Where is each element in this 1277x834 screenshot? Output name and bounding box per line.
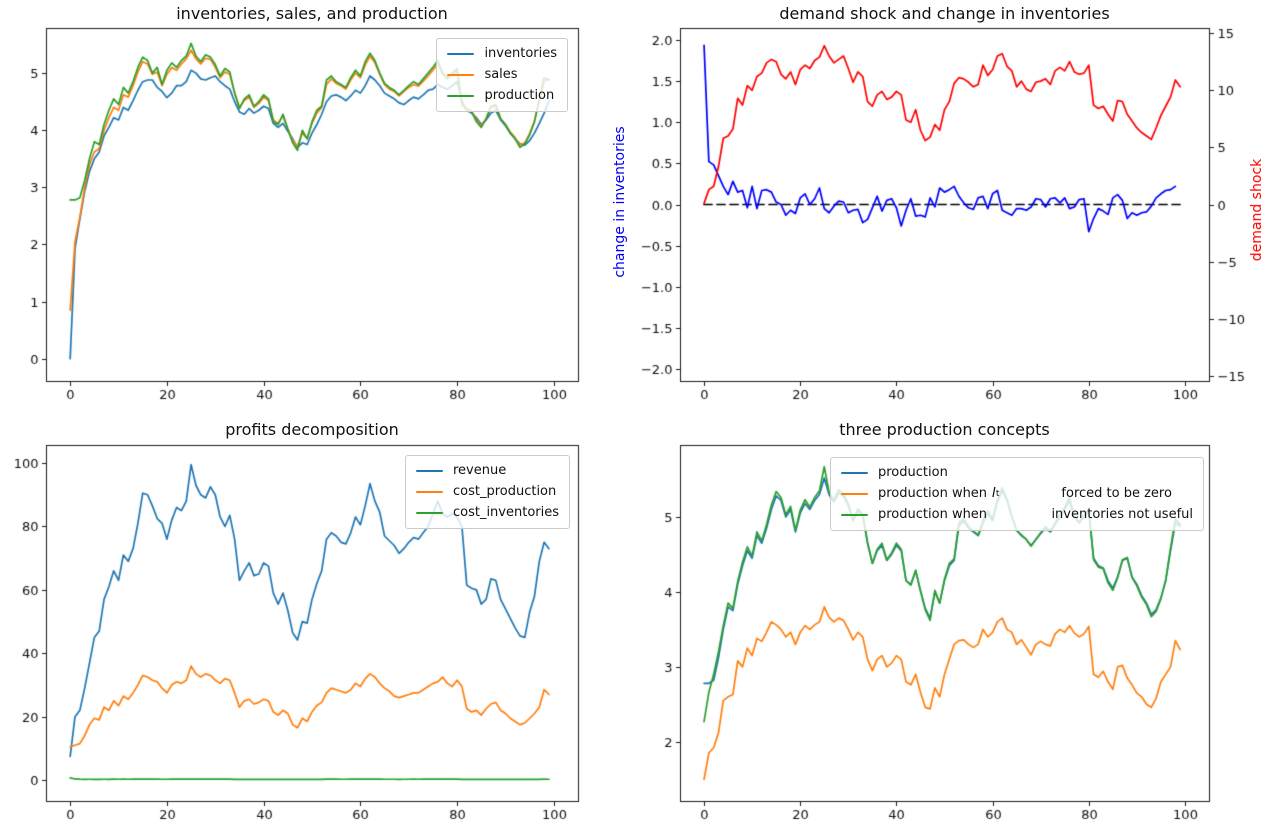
legend-item-cost-production: cost_production [415,484,559,500]
legend-label-part: production when [878,507,988,522]
legend-item-revenue: revenue [415,463,559,479]
legend-label-cost-production: cost_production [452,484,557,499]
legend-item-production: production [447,88,557,104]
plot3-title: profits decomposition [225,420,399,439]
legend-label-revenue: revenue [452,463,507,478]
legend-label-production: production [484,88,555,103]
legend-label-production: production [878,465,948,480]
legend-label-inventories: inventories [484,46,557,61]
plot4-title: three production concepts [839,420,1050,439]
legend-label-sales: sales [484,67,518,82]
plot3-legend: revenue cost_production cost_inventories [404,455,570,529]
production-line-swatch [841,471,868,475]
plot2-right-axis-label: demand shock [1249,158,1265,262]
production-zero-inventory-line-swatch [841,492,868,496]
legend-item-sales: sales [447,67,557,83]
legend-label-part: production when [878,486,988,501]
production-not-useful-line-swatch [841,513,868,517]
sales-line-swatch [447,73,475,77]
inventories-line-swatch [447,52,475,56]
revenue-line-swatch [415,469,443,473]
plot1-title: inventories, sales, and production [176,4,448,23]
legend-item-production-inventories-not-useful: production when inventories not useful [841,507,1193,523]
legend-label-part: forced to be zero [1061,486,1172,501]
plot2-left-axis-label: change in inventories [612,126,628,278]
math-var-I: I [992,486,996,501]
cost-inventories-line-swatch [415,511,443,515]
production-line-swatch [447,94,475,98]
cost-production-line-swatch [415,490,443,494]
legend-item-inventories: inventories [447,46,557,62]
legend-item-production: production [841,465,1193,481]
legend-item-cost-inventories: cost_inventories [415,505,559,521]
legend-label-cost-inventories: cost_inventories [452,505,559,520]
plot2-title: demand shock and change in inventories [779,4,1110,23]
plot1-legend: inventories sales production [436,38,568,112]
legend-label-part: inventories not useful [1051,507,1193,522]
math-sub-t: t [995,489,1000,499]
